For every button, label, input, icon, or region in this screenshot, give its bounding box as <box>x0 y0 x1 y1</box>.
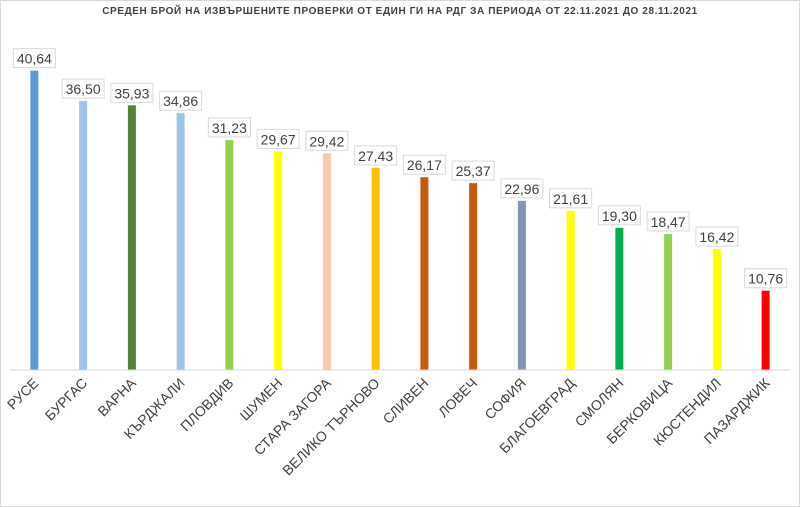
value-label-11: 22,96 <box>500 178 544 199</box>
bar-14 <box>664 233 673 370</box>
bar-13 <box>615 227 624 370</box>
value-label-2: 36,50 <box>61 78 105 99</box>
value-label-text: 35,93 <box>114 85 149 101</box>
value-labels-group: 40,64 36,50 35,93 34,86 31,23 29,67 29,42 27,43… <box>12 48 788 289</box>
category-label-1: РУСЕ <box>4 375 42 413</box>
bar-1 <box>30 70 39 371</box>
category-label-5: ПЛОВДИВ <box>177 375 236 434</box>
value-label-12: 21,61 <box>549 188 593 209</box>
value-label-text: 18,47 <box>651 214 686 230</box>
bar-11 <box>517 200 526 370</box>
value-label-text: 25,37 <box>456 163 491 179</box>
bar-8 <box>371 167 380 370</box>
value-label-box <box>402 154 446 175</box>
value-label-box <box>695 226 739 247</box>
category-label-2: БУРГАС <box>42 375 91 424</box>
bar-2 <box>79 101 88 370</box>
value-label-text: 29,42 <box>309 133 344 149</box>
value-label-text: 31,23 <box>212 120 247 136</box>
bar-9 <box>420 177 429 370</box>
value-label-10: 25,37 <box>451 160 495 181</box>
value-label-text: 36,50 <box>66 81 101 97</box>
value-label-text: 40,64 <box>17 51 52 67</box>
chart-title: СРЕДЕН БРОЙ НА ИЗВЪРШЕНИТЕ ПРОВЕРКИ ОТ Е… <box>102 6 698 17</box>
bar-5 <box>225 139 234 370</box>
value-label-box <box>110 82 154 103</box>
value-label-box <box>646 211 690 232</box>
category-label-9: СЛИВЕН <box>379 375 431 427</box>
value-label-text: 19,30 <box>602 208 637 224</box>
bar-16 <box>761 290 770 370</box>
value-label-7: 29,42 <box>305 130 349 151</box>
value-label-box <box>354 145 398 166</box>
value-label-text: 29,67 <box>261 131 296 147</box>
value-label-14: 18,47 <box>646 211 690 232</box>
value-label-box <box>256 128 300 149</box>
value-label-5: 31,23 <box>207 117 251 138</box>
category-label-8: ВЕЛИКО ТЪРНОВО <box>279 375 383 479</box>
value-label-box <box>597 205 641 226</box>
value-label-box <box>207 117 251 138</box>
value-label-box <box>549 188 593 209</box>
value-label-box <box>61 78 105 99</box>
category-label-10: ЛОВЕЧ <box>435 375 480 420</box>
value-label-text: 16,42 <box>699 229 734 245</box>
value-label-text: 22,96 <box>504 181 539 197</box>
value-label-6: 29,67 <box>256 128 300 149</box>
bar-10 <box>469 183 478 370</box>
bar-6 <box>274 151 283 370</box>
value-label-16: 10,76 <box>744 268 788 289</box>
value-label-4: 34,86 <box>159 90 203 111</box>
value-label-box <box>159 90 203 111</box>
value-label-box <box>451 160 495 181</box>
bar-4 <box>176 113 185 370</box>
value-label-text: 21,61 <box>553 191 588 207</box>
value-label-9: 26,17 <box>402 154 446 175</box>
value-label-1: 40,64 <box>12 48 56 69</box>
bars-group <box>30 70 770 371</box>
value-label-8: 27,43 <box>354 145 398 166</box>
bar-7 <box>322 153 331 370</box>
value-label-text: 34,86 <box>163 93 198 109</box>
value-label-3: 35,93 <box>110 82 154 103</box>
value-label-box <box>500 178 544 199</box>
value-label-text: 26,17 <box>407 157 442 173</box>
bar-15 <box>712 249 721 370</box>
value-label-text: 27,43 <box>358 148 393 164</box>
category-label-6: ШУМЕН <box>237 375 286 424</box>
category-label-11: СОФИЯ <box>481 375 529 423</box>
bar-12 <box>566 210 575 370</box>
value-label-box <box>12 48 56 69</box>
value-label-box <box>744 268 788 289</box>
bar-3 <box>127 105 136 370</box>
value-label-15: 16,42 <box>695 226 739 247</box>
value-label-text: 10,76 <box>748 271 783 287</box>
category-label-3: ВАРНА <box>94 374 139 419</box>
value-label-box <box>305 130 349 151</box>
value-label-13: 19,30 <box>597 205 641 226</box>
